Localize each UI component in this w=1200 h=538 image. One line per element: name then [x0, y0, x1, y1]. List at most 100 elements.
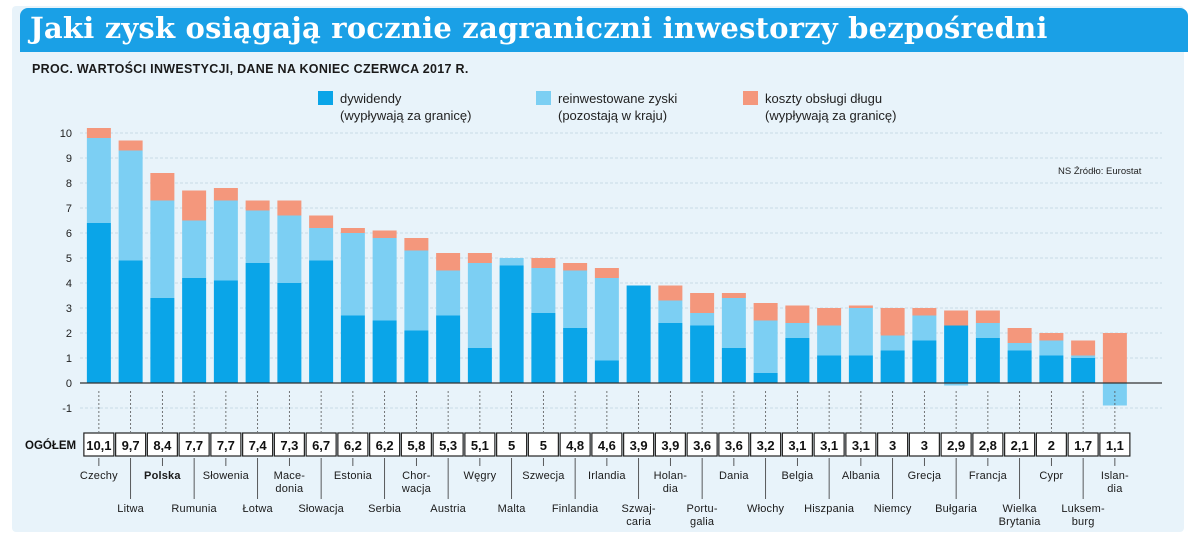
- legend-label: reinwestowane zyski: [558, 91, 677, 106]
- total-box: [940, 432, 972, 457]
- total-value: 9,7: [122, 438, 140, 453]
- total-box: [559, 432, 591, 457]
- category-label: caria: [626, 516, 652, 528]
- bar-reinvested: [594, 278, 619, 361]
- bar-reinvested: [531, 268, 556, 313]
- total-value: 5,3: [439, 438, 457, 453]
- bar-reinvested: [499, 258, 524, 266]
- total-box: [972, 432, 1004, 457]
- bar-dividends: [182, 278, 207, 383]
- category-label: Bułgaria: [935, 503, 978, 515]
- bar-dividends: [690, 325, 715, 383]
- bar-debt: [975, 310, 1000, 323]
- legend-label: koszty obsługi długu: [765, 91, 882, 106]
- total-box: [115, 432, 147, 457]
- bar-dividends: [213, 280, 238, 383]
- bar-debt: [372, 230, 397, 238]
- bar-debt: [817, 308, 842, 326]
- total-value: 5: [540, 438, 547, 453]
- category-label: Łotwa: [242, 503, 273, 515]
- bar-reinvested: [785, 323, 810, 338]
- category-label: dia: [1107, 483, 1123, 495]
- bar-dividends: [944, 325, 969, 383]
- bar-dividends: [436, 315, 461, 383]
- bar-dividends: [658, 323, 683, 383]
- bar-reinvested: [721, 298, 746, 348]
- bar-debt: [848, 305, 873, 308]
- bar-debt: [690, 293, 715, 313]
- legend-label: dywidendy: [340, 91, 402, 106]
- total-box: [527, 432, 559, 457]
- total-value: 2: [1048, 438, 1055, 453]
- bar-dividends: [86, 223, 111, 383]
- total-value: 7,3: [280, 438, 298, 453]
- total-box: [1004, 432, 1036, 457]
- y-tick-label: 7: [66, 203, 72, 215]
- total-box: [654, 432, 686, 457]
- bar-reinvested: [182, 220, 207, 278]
- bar-debt: [880, 308, 905, 336]
- legend-sublabel: (wypływają za granicę): [765, 108, 897, 123]
- bar-reinvested: [436, 270, 461, 316]
- category-label: Czechy: [80, 470, 118, 482]
- bar-dividends: [467, 348, 492, 383]
- bar-reinvested: [340, 233, 365, 316]
- total-box: [686, 432, 718, 457]
- total-value: 7,4: [249, 438, 268, 453]
- total-value: 10,1: [86, 438, 111, 453]
- category-label: Szwecja: [522, 470, 565, 482]
- bar-debt: [277, 200, 302, 216]
- total-box: [400, 432, 432, 457]
- bar-debt: [118, 140, 143, 151]
- y-tick-label: 5: [66, 253, 72, 265]
- chart-title: Jaki zysk osiągają rocznie zagraniczni i…: [30, 11, 1048, 45]
- bar-dividends: [594, 360, 619, 383]
- total-value: 5,1: [471, 438, 489, 453]
- bar-reinvested: [467, 263, 492, 348]
- bar-reinvested: [277, 215, 302, 283]
- total-value: 6,7: [312, 438, 330, 453]
- bar-debt: [944, 310, 969, 326]
- bar-reinvested: [753, 320, 778, 373]
- legend-swatch-debt: [743, 91, 758, 105]
- bar-dividends: [880, 350, 905, 383]
- bar-dividends: [404, 330, 429, 383]
- bar-debt: [213, 188, 238, 201]
- total-value: 3,1: [820, 438, 838, 453]
- category-label: Irlandia: [588, 470, 626, 482]
- bar-reinvested: [1007, 343, 1032, 351]
- category-label: Islan-: [1101, 470, 1129, 482]
- total-value: 2,8: [979, 438, 997, 453]
- total-box: [750, 432, 782, 457]
- total-box: [877, 432, 909, 457]
- total-box: [496, 432, 528, 457]
- bar-reinvested: [404, 250, 429, 331]
- bar-debt: [182, 190, 207, 221]
- bar-dividends: [817, 355, 842, 383]
- total-value: 4,8: [566, 438, 584, 453]
- bar-debt: [1007, 328, 1032, 343]
- bar-reinvested: [1071, 355, 1096, 358]
- total-value: 1,7: [1074, 438, 1092, 453]
- bar-dividends: [118, 260, 143, 383]
- total-box: [845, 432, 877, 457]
- y-tick-label: 8: [66, 178, 72, 190]
- bar-reinvested: [1102, 383, 1127, 406]
- category-label: Serbia: [368, 503, 402, 515]
- total-value: 6,2: [344, 438, 362, 453]
- category-label: galia: [690, 516, 715, 528]
- category-label: Belgia: [781, 470, 813, 482]
- category-label: Węgry: [463, 470, 496, 482]
- total-box: [718, 432, 750, 457]
- y-tick-label: 0: [66, 378, 72, 390]
- bar-debt: [531, 258, 556, 268]
- category-label: Niemcy: [874, 503, 912, 515]
- category-label: Portu-: [687, 503, 718, 515]
- total-box: [178, 432, 210, 457]
- bar-dividends: [1039, 355, 1064, 383]
- bar-debt: [658, 285, 683, 301]
- category-label: Wielka: [1003, 503, 1038, 515]
- y-tick-label: 3: [66, 303, 72, 315]
- legend-sublabel: (pozostają w kraju): [558, 108, 667, 123]
- total-value: 2,1: [1011, 438, 1029, 453]
